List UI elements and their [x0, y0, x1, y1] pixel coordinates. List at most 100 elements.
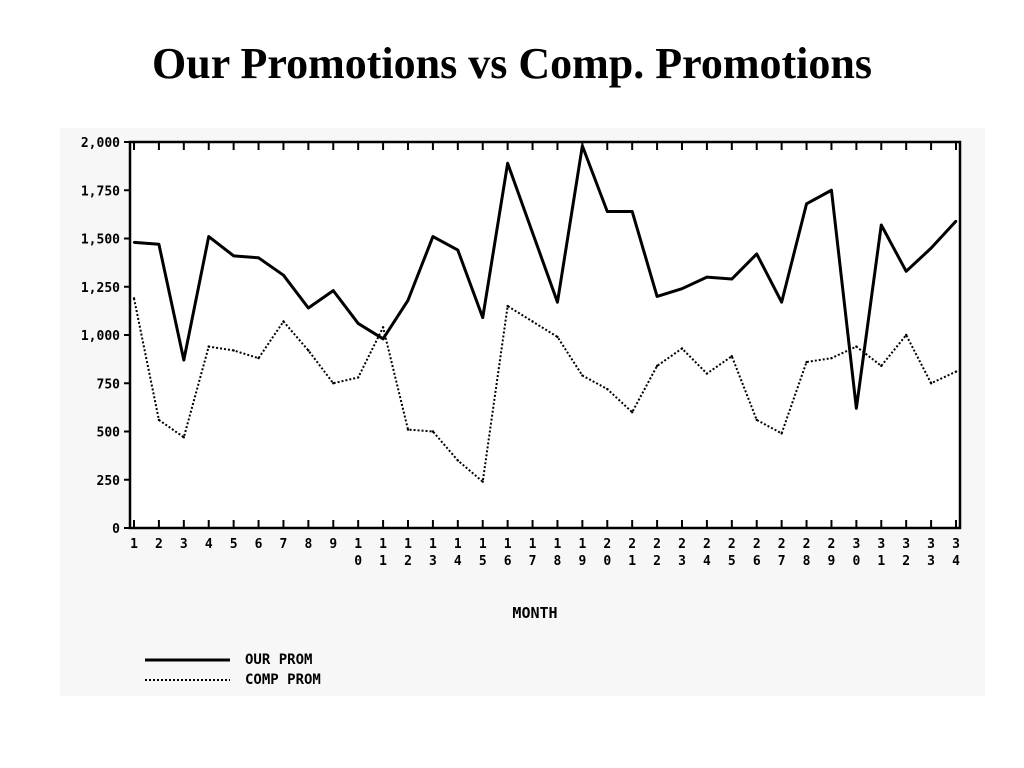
x-tick-label: 7 — [280, 537, 288, 552]
data-point-our-prom — [630, 210, 634, 213]
data-point-comp-prom — [307, 349, 310, 352]
data-point-comp-prom — [830, 356, 833, 360]
data-point-comp-prom — [655, 364, 659, 368]
data-point-comp-prom — [207, 345, 210, 348]
data-point-our-prom — [805, 202, 808, 205]
series-line-our-prom — [133, 144, 958, 410]
data-point-comp-prom — [182, 436, 186, 439]
data-point-comp-prom — [531, 320, 534, 323]
x-axis-label: MONTH — [512, 604, 557, 622]
data-point-comp-prom — [431, 430, 435, 433]
data-point-our-prom — [481, 316, 484, 319]
data-point-comp-prom — [855, 345, 858, 348]
data-point-our-prom — [830, 189, 833, 192]
data-point-comp-prom — [954, 370, 958, 373]
series-line-comp-prom — [133, 298, 957, 483]
data-point-our-prom — [257, 256, 260, 259]
data-point-our-prom — [531, 231, 534, 234]
data-point-our-prom — [157, 243, 161, 246]
data-point-our-prom — [381, 337, 385, 341]
data-point-comp-prom — [805, 360, 808, 364]
y-tick-label: 1,500 — [81, 233, 120, 248]
x-tick-label: 3 — [180, 537, 188, 552]
data-point-comp-prom — [282, 320, 285, 323]
y-tick-label: 1,250 — [81, 281, 120, 296]
data-point-comp-prom — [481, 480, 484, 483]
data-point-comp-prom — [506, 304, 509, 308]
data-point-comp-prom — [929, 382, 933, 385]
data-point-our-prom — [680, 287, 684, 290]
data-point-our-prom — [705, 275, 709, 279]
data-point-our-prom — [406, 299, 410, 302]
data-point-comp-prom — [780, 432, 783, 435]
legend: OUR PROM COMP PROM — [145, 652, 321, 688]
legend-label-comp-prom: COMP PROM — [245, 672, 321, 688]
data-point-comp-prom — [406, 428, 410, 431]
page-title: Our Promotions vs Comp. Promotions — [152, 39, 872, 88]
data-point-our-prom — [755, 252, 758, 256]
x-tick-label: 4 — [205, 537, 213, 552]
data-point-our-prom — [556, 300, 559, 304]
y-tick-label: 0 — [112, 522, 120, 537]
data-point-comp-prom — [381, 326, 385, 329]
data-point-comp-prom — [157, 418, 161, 422]
legend-label-our-prom: OUR PROM — [245, 652, 312, 668]
data-point-our-prom — [506, 162, 509, 165]
y-tick-label: 750 — [97, 377, 121, 392]
data-point-our-prom — [132, 241, 136, 244]
y-tick-label: 250 — [97, 474, 121, 489]
data-point-our-prom — [431, 235, 435, 238]
plot-frame — [128, 140, 962, 530]
data-point-our-prom — [232, 254, 235, 258]
data-point-our-prom — [356, 322, 360, 325]
data-point-comp-prom — [630, 411, 634, 414]
data-point-comp-prom — [132, 297, 136, 300]
data-point-our-prom — [282, 273, 285, 277]
data-point-comp-prom — [232, 349, 235, 352]
data-point-comp-prom — [755, 418, 758, 422]
x-tick-label: 2 — [155, 537, 163, 552]
y-tick-label: 2,000 — [81, 136, 120, 151]
x-tick-label: 5 — [230, 537, 238, 552]
data-point-comp-prom — [705, 372, 709, 375]
x-tick-label: 6 — [255, 537, 263, 552]
x-tick-label: 8 — [304, 537, 312, 552]
data-point-comp-prom — [680, 347, 684, 350]
data-point-our-prom — [954, 219, 958, 223]
data-point-comp-prom — [356, 376, 360, 379]
data-point-comp-prom — [581, 374, 584, 377]
x-tick-label: 9 — [329, 537, 337, 552]
y-tick-label: 1,000 — [81, 329, 120, 344]
data-point-our-prom — [880, 223, 883, 227]
data-point-our-prom — [904, 270, 908, 273]
data-point-our-prom — [929, 246, 933, 250]
data-point-our-prom — [655, 295, 659, 298]
data-point-our-prom — [606, 210, 609, 213]
data-point-our-prom — [456, 248, 460, 252]
data-point-comp-prom — [880, 364, 883, 368]
data-point-comp-prom — [606, 387, 609, 391]
data-point-comp-prom — [904, 333, 908, 337]
